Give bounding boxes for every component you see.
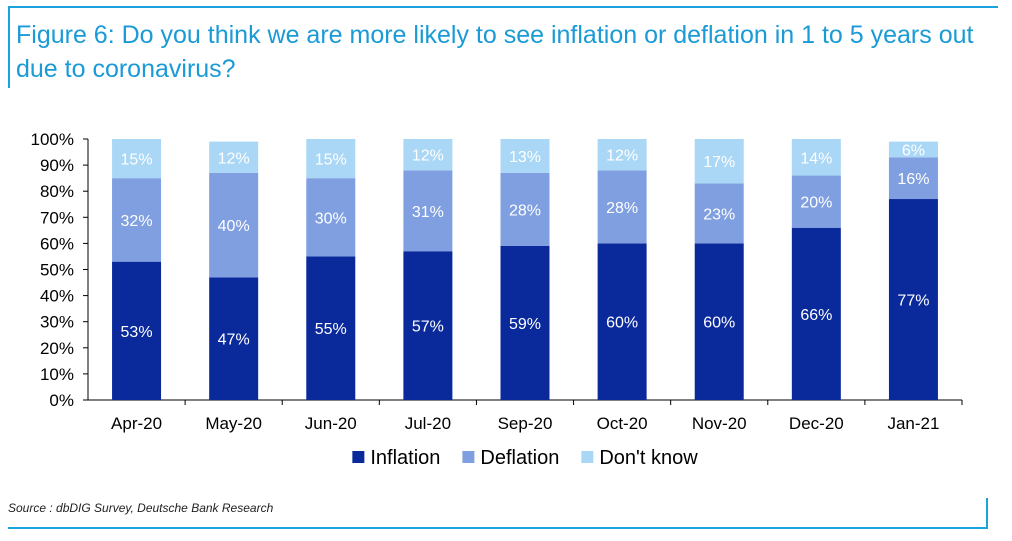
data-label: 60%	[606, 315, 638, 332]
bar-don-t-know-dec-20	[791, 139, 841, 176]
bar-inflation-oct-20	[597, 243, 647, 400]
bar-inflation-apr-20	[112, 261, 162, 400]
bar-don-t-know-may-20	[209, 141, 259, 173]
y-tick-label: 20%	[40, 339, 74, 358]
bar-inflation-jul-20	[403, 251, 453, 400]
x-tick-label: Oct-20	[597, 414, 648, 433]
bar-inflation-nov-20	[694, 243, 744, 400]
data-label: 16%	[897, 171, 929, 188]
y-tick-label: 70%	[40, 208, 74, 227]
data-label: 20%	[800, 195, 832, 212]
bar-don-t-know-sep-20	[500, 139, 550, 173]
bar-don-t-know-jul-20	[403, 139, 453, 171]
bar-deflation-nov-20	[694, 183, 744, 244]
data-label: 60%	[703, 315, 735, 332]
x-tick-label: Sep-20	[498, 414, 553, 433]
bar-inflation-dec-20	[791, 227, 841, 400]
left-accent-rule	[8, 6, 10, 88]
chart-title: Figure 6: Do you think we are more likel…	[16, 21, 974, 83]
bar-deflation-jan-21	[888, 157, 938, 200]
data-label: 15%	[315, 152, 347, 169]
data-label: 13%	[509, 149, 541, 166]
y-tick-label: 80%	[40, 182, 74, 201]
data-label: 28%	[509, 202, 541, 219]
data-label: 12%	[412, 148, 444, 165]
x-tick-label: Jan-21	[887, 414, 939, 433]
data-label: 15%	[121, 152, 153, 169]
bar-inflation-jun-20	[306, 256, 356, 400]
y-tick-label: 100%	[31, 130, 74, 149]
x-tick-label: Nov-20	[692, 414, 747, 433]
bar-inflation-jan-21	[888, 199, 938, 400]
bar-don-t-know-nov-20	[694, 139, 744, 184]
bar-don-t-know-apr-20	[112, 139, 162, 179]
bottom-rule	[8, 527, 988, 529]
y-tick-label: 40%	[40, 287, 74, 306]
data-label: 30%	[315, 210, 347, 227]
legend-label: Don't know	[599, 447, 698, 469]
bar-deflation-sep-20	[500, 172, 550, 247]
bar-deflation-jun-20	[306, 178, 356, 257]
top-rule	[8, 6, 998, 8]
data-label: 12%	[606, 148, 638, 165]
y-tick-label: 10%	[40, 365, 74, 384]
y-tick-label: 60%	[40, 234, 74, 253]
x-tick-label: Dec-20	[789, 414, 844, 433]
y-tick-label: 0%	[49, 391, 74, 410]
x-tick-label: Jun-20	[305, 414, 357, 433]
legend-swatch	[462, 451, 475, 463]
legend-swatch	[352, 451, 365, 463]
bar-deflation-oct-20	[597, 170, 647, 244]
bar-don-t-know-jan-21	[888, 141, 938, 158]
data-label: 66%	[800, 307, 832, 324]
data-label: 53%	[121, 324, 153, 341]
bar-deflation-may-20	[209, 172, 259, 278]
bar-inflation-sep-20	[500, 246, 550, 400]
data-label: 23%	[703, 206, 735, 223]
bar-don-t-know-oct-20	[597, 139, 647, 171]
data-label: 17%	[703, 154, 735, 171]
x-tick-label: Jul-20	[405, 414, 451, 433]
bar-deflation-jul-20	[403, 170, 453, 252]
legend-label: Deflation	[480, 447, 559, 469]
data-label: 14%	[800, 150, 832, 167]
x-tick-label: May-20	[205, 414, 262, 433]
legend-label: Inflation	[370, 447, 440, 469]
data-label: 12%	[218, 150, 250, 167]
bar-don-t-know-jun-20	[306, 139, 356, 179]
bar-deflation-dec-20	[791, 175, 841, 228]
bar-inflation-may-20	[209, 277, 259, 400]
right-accent-rule	[986, 498, 988, 529]
y-tick-label: 30%	[40, 313, 74, 332]
data-label: 55%	[315, 321, 347, 338]
source-note: Source : dbDIG Survey, Deutsche Bank Res…	[8, 501, 274, 515]
y-tick-label: 90%	[40, 156, 74, 175]
data-label: 6%	[902, 142, 925, 159]
x-tick-label: Apr-20	[111, 414, 162, 433]
data-label: 40%	[218, 218, 250, 235]
data-label: 31%	[412, 204, 444, 221]
legend-swatch	[581, 451, 594, 463]
data-label: 77%	[897, 293, 929, 310]
bar-deflation-apr-20	[112, 178, 162, 262]
y-tick-label: 50%	[40, 261, 74, 280]
data-label: 32%	[121, 213, 153, 230]
data-label: 47%	[218, 332, 250, 349]
data-label: 57%	[412, 319, 444, 336]
data-label: 28%	[606, 200, 638, 217]
data-label: 59%	[509, 316, 541, 333]
